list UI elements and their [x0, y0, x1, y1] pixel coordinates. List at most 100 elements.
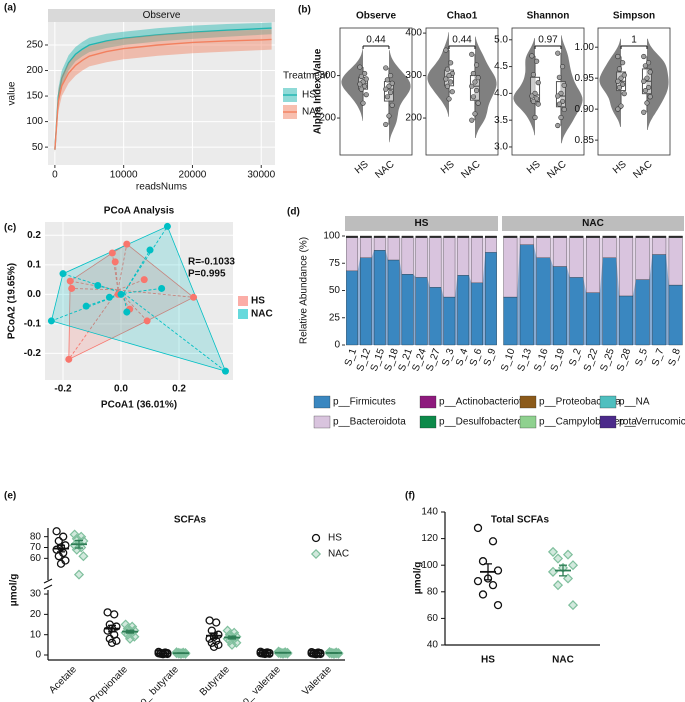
- point: [59, 532, 68, 541]
- x-tick-label: S_5: [634, 347, 651, 368]
- y-tick-label: 140: [421, 507, 438, 518]
- point: [73, 569, 85, 580]
- point: [469, 51, 475, 57]
- y-tick-label: 300: [319, 70, 336, 81]
- x-tick-label: S_7: [650, 347, 667, 368]
- y-tick-label: 10: [30, 629, 42, 640]
- point: [143, 317, 151, 325]
- point: [530, 98, 537, 105]
- point: [383, 86, 389, 92]
- facet-strip: [345, 216, 498, 231]
- p-value: 0.44: [452, 35, 472, 46]
- point: [68, 284, 76, 292]
- point: [645, 84, 652, 91]
- axis-break: [43, 584, 53, 590]
- bar-segment: [471, 282, 483, 346]
- centroid-spoke: [97, 285, 124, 294]
- point: [642, 63, 648, 69]
- legend-label: p__Campylobacterota: [539, 417, 637, 428]
- centroid-spoke: [70, 280, 119, 291]
- point: [535, 80, 541, 86]
- point: [65, 355, 73, 363]
- legend-label: NAC: [251, 309, 273, 320]
- point: [621, 72, 627, 78]
- point: [647, 69, 653, 75]
- point: [561, 82, 567, 88]
- y-tick-label: 100: [421, 560, 438, 571]
- y-tick-label: 200: [26, 65, 43, 76]
- panel-label: (c): [4, 223, 16, 234]
- facet-title: NAC: [582, 218, 604, 229]
- point: [470, 70, 476, 77]
- point: [615, 53, 621, 60]
- facet-title: Observe: [356, 11, 396, 22]
- legend-label: p__Actinobacteriota: [439, 397, 528, 408]
- x-tick-label: S_19: [549, 347, 567, 373]
- point: [357, 81, 363, 87]
- bar-segment: [373, 237, 386, 251]
- point: [209, 642, 219, 652]
- point: [111, 258, 119, 266]
- y-tick-label: 100: [323, 231, 340, 242]
- x-tick-label: NAC: [552, 655, 574, 666]
- panel-label: (b): [298, 5, 311, 16]
- point: [82, 302, 90, 310]
- bar-segment: [457, 275, 470, 346]
- point: [470, 94, 476, 100]
- panel-frame: [511, 27, 585, 156]
- y-tick-label: 200: [405, 113, 422, 124]
- legend-label: p__Bacteroidota: [333, 417, 406, 428]
- violin: [389, 50, 411, 143]
- point: [475, 75, 481, 81]
- point: [124, 633, 136, 644]
- point: [547, 566, 559, 577]
- point: [105, 293, 113, 301]
- point: [449, 89, 455, 95]
- y-tick-label: 40: [427, 640, 439, 651]
- legend-label: p__Proteobacteria: [539, 397, 621, 408]
- point: [52, 527, 61, 536]
- y-axis-label: Alpha Index Value: [313, 48, 324, 134]
- point: [448, 60, 454, 66]
- point: [556, 101, 562, 107]
- bar-segment: [503, 296, 518, 346]
- bar-segment: [429, 287, 442, 346]
- legend-label: NAC: [302, 107, 323, 118]
- point: [641, 109, 647, 115]
- point: [469, 117, 475, 123]
- x-tick-label: S_2: [567, 347, 584, 368]
- bar-segment: [387, 237, 400, 261]
- p-value: 1: [631, 35, 637, 46]
- point: [311, 533, 321, 543]
- x-tick-label: S_28: [615, 347, 633, 373]
- legend-label: p__NA: [619, 397, 650, 408]
- bar-segment: [602, 237, 617, 258]
- point: [529, 93, 535, 99]
- point: [123, 308, 131, 316]
- point: [552, 580, 564, 591]
- point: [260, 649, 270, 659]
- x-axis-label: readsNums: [136, 182, 187, 193]
- point: [78, 551, 89, 562]
- point: [532, 114, 538, 121]
- point: [226, 639, 238, 650]
- point: [358, 86, 365, 92]
- point: [362, 83, 368, 89]
- y-tick-label: 30: [30, 589, 42, 600]
- point: [446, 72, 452, 79]
- legend-key: [599, 395, 617, 409]
- point: [94, 281, 102, 289]
- panel-frame: [425, 27, 499, 156]
- centroid-spoke: [123, 292, 226, 372]
- y-tick-label: 80: [30, 531, 42, 542]
- x-tick-label: Iso_ valerate: [235, 664, 284, 702]
- x-tick-label: 0: [52, 170, 58, 181]
- bar-segment: [443, 296, 456, 346]
- point: [443, 76, 449, 82]
- legend-label: HS: [251, 296, 265, 307]
- point: [311, 650, 321, 659]
- point: [59, 270, 67, 278]
- bar-segment: [346, 270, 358, 346]
- point: [469, 83, 475, 89]
- y-tick-label: 60: [30, 553, 42, 564]
